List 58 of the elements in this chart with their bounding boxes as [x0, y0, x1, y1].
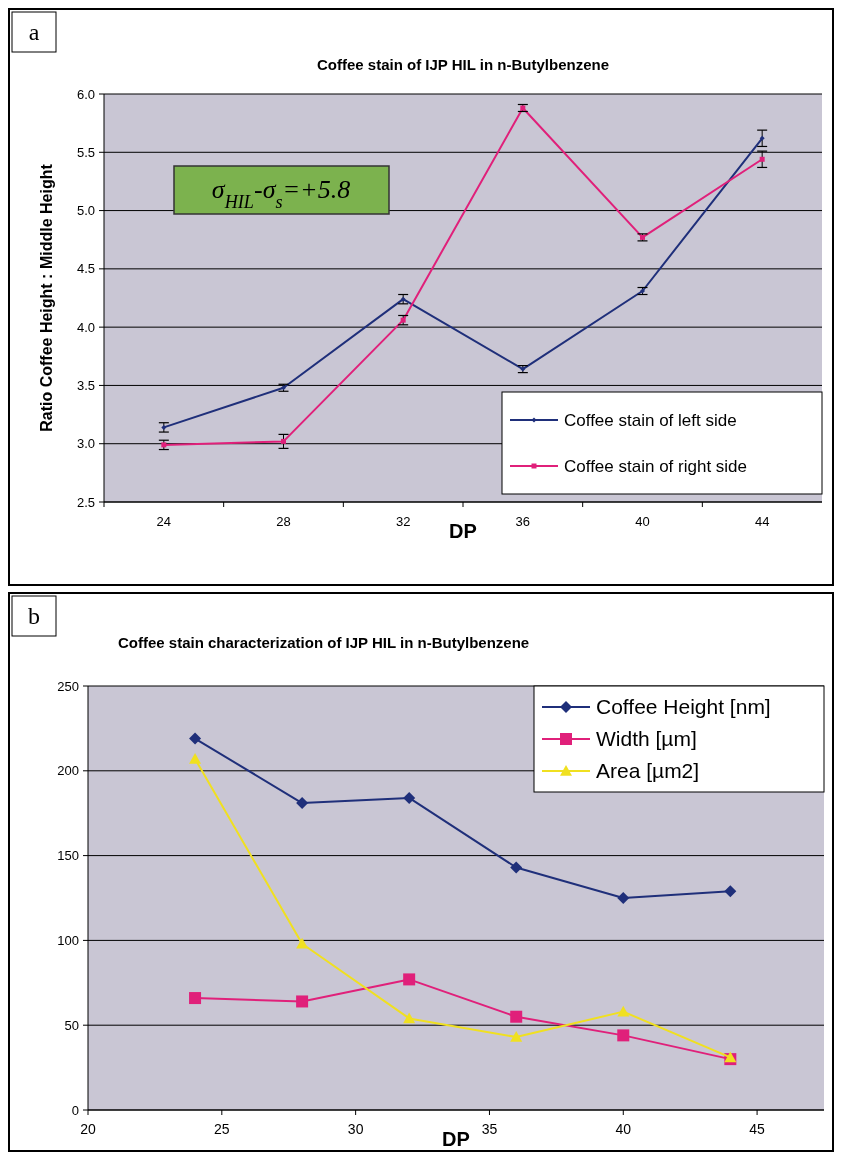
x-tick-label: 24: [156, 514, 172, 529]
x-tick-label: 28: [276, 514, 291, 529]
point: [403, 791, 416, 804]
x-axis-title: DP: [449, 520, 477, 542]
y-tick-label: 50: [64, 1017, 79, 1033]
point: [281, 438, 286, 444]
x-tick-label: 35: [481, 1121, 498, 1137]
y-tick-label: 4.0: [76, 319, 95, 335]
y-tick-label: 250: [57, 678, 79, 694]
x-tick-label: 44: [754, 514, 770, 529]
x-tick-label: 36: [515, 514, 531, 529]
y-tick-label: 3.5: [76, 377, 95, 393]
y-tick-label: 5.0: [76, 203, 95, 219]
x-tick-label: 20: [80, 1121, 96, 1137]
point: [296, 797, 309, 810]
y-tick-label: 6.0: [76, 86, 95, 102]
point: [724, 885, 737, 898]
y-tick-label: 4.5: [76, 261, 95, 277]
x-tick-label: 30: [347, 1121, 364, 1137]
point: [296, 937, 309, 949]
point: [617, 1005, 630, 1017]
y-tick-label: 2.5: [76, 494, 95, 510]
point: [617, 1029, 630, 1042]
legend-label: Coffee stain of right side: [564, 456, 748, 476]
x-tick-label: 25: [214, 1121, 230, 1137]
chart-title: Coffee stain of IJP HIL in n-Butylbenzene: [317, 56, 609, 73]
point: [617, 892, 630, 904]
point: [510, 1031, 523, 1042]
y-tick-label: 100: [57, 932, 79, 948]
text: a: [28, 19, 40, 45]
point: [403, 973, 416, 986]
annotation: σ$_{HIL}$-σ$_{s}$=+5.8: [211, 175, 351, 212]
y-tick-label: 5.5: [76, 144, 95, 160]
x-tick-label: 45: [749, 1121, 766, 1137]
y-tick-label: 3.0: [76, 436, 95, 452]
legend-label: Area [µm2]: [596, 759, 700, 783]
y-tick-label: 150: [57, 848, 79, 864]
y-tick-label: 0: [71, 1102, 79, 1118]
x-tick-label: 40: [615, 1121, 632, 1137]
x-axis-title: DP: [442, 1128, 470, 1150]
point: [296, 995, 309, 1008]
legend-label: Coffee Height [nm]: [596, 695, 771, 719]
point: [510, 861, 523, 874]
point: [759, 135, 765, 141]
legend-label: Width [µm]: [596, 727, 697, 751]
point: [759, 156, 765, 162]
point: [510, 1010, 523, 1023]
text: b: [28, 603, 40, 629]
legend-label: Coffee stain of left side: [564, 410, 737, 430]
x-tick-label: 40: [635, 514, 650, 529]
y-axis-title: Ratio Coffee Height : Middle Height: [38, 163, 55, 432]
point: [189, 732, 202, 745]
point: [403, 1012, 416, 1024]
point: [189, 992, 202, 1005]
y-tick-label: 200: [57, 763, 79, 779]
x-tick-label: 32: [395, 514, 411, 529]
point: [189, 752, 202, 764]
chart-title: Coffee stain characterization of IJP HIL in n-Butylbenzene: [118, 634, 530, 651]
